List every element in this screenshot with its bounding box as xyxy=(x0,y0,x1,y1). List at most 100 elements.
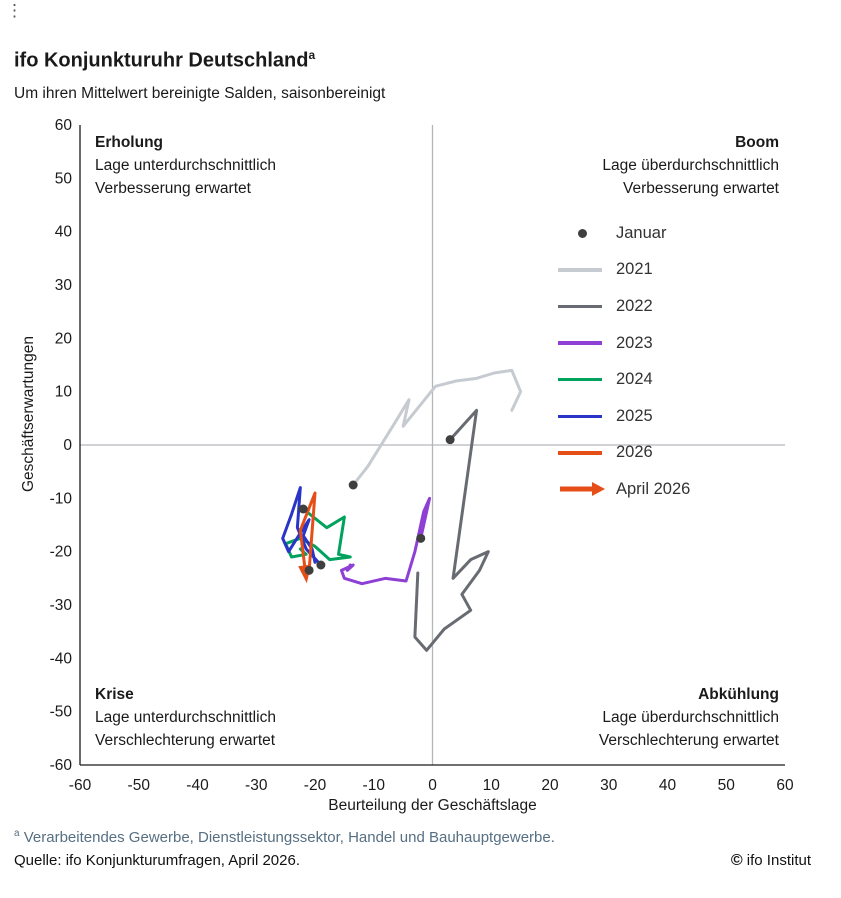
line-glyph xyxy=(558,414,602,419)
legend-label: 2025 xyxy=(616,406,653,425)
y-tick-label: -30 xyxy=(50,597,73,614)
x-tick-label: -40 xyxy=(186,777,209,794)
x-tick-label: -10 xyxy=(363,777,386,794)
legend-label: April 2026 xyxy=(616,479,691,498)
january-marker-2023 xyxy=(416,533,426,543)
january-marker-2022 xyxy=(445,435,455,445)
line-swatch-icon xyxy=(558,414,606,419)
page-subtitle: Um ihren Mittelwert bereinigte Salden, s… xyxy=(14,85,386,102)
footnote-text: Verarbeitendes Gewerbe, Dienstleistungss… xyxy=(19,829,555,846)
quadrant-line2: Verschlechterung erwartet xyxy=(95,732,276,749)
footnote: a Verarbeitendes Gewerbe, Dienstleistung… xyxy=(14,828,555,846)
x-axis-title: Beurteilung der Geschäftslage xyxy=(328,797,537,814)
y-tick-label: -60 xyxy=(50,757,73,774)
quadrant-line1: Lage unterdurchschnittlich xyxy=(95,709,276,726)
series-2024-line xyxy=(284,507,352,562)
legend-label: 2021 xyxy=(616,260,653,279)
x-tick-label: 0 xyxy=(428,777,437,794)
legend-label: 2022 xyxy=(616,296,653,315)
x-tick-label: 30 xyxy=(600,777,618,794)
credit-text: ifo Institut xyxy=(746,852,811,869)
january-marker-2024 xyxy=(298,504,308,514)
january-marker-2025 xyxy=(316,560,326,570)
y-tick-label: 10 xyxy=(55,384,73,401)
series-2026-line xyxy=(298,491,317,580)
y-tick-label: 60 xyxy=(55,117,73,134)
legend-item-2023: 2023 xyxy=(558,325,690,362)
x-tick-label: 60 xyxy=(776,777,794,794)
source-row: Quelle: ifo Konjunkturumfragen, April 20… xyxy=(14,852,811,870)
konjunkturuhr-plot: -60 -50 -40 -30 -20 -10 0 10 20 30 40 50 60 60 50 40 30 2… xyxy=(50,117,794,794)
y-tick-label: 20 xyxy=(55,330,73,347)
quadrant-label-abkuehlung: Abkühlung Lage überdurchschnittlich Vers… xyxy=(599,683,779,752)
x-tick-label: 20 xyxy=(541,777,559,794)
title-footnote-marker: a xyxy=(308,48,316,62)
quadrant-line1: Lage überdurchschnittlich xyxy=(602,709,779,726)
line-glyph xyxy=(558,377,602,382)
y-tick-label: 40 xyxy=(55,224,73,241)
dot-glyph xyxy=(577,228,587,238)
line-swatch-icon xyxy=(558,377,606,382)
legend-item-april-2026: April 2026 xyxy=(558,471,690,508)
line-glyph xyxy=(558,451,602,455)
line-glyph xyxy=(558,268,602,272)
legend-item-2025: 2025 xyxy=(558,398,690,435)
y-tick-label: -20 xyxy=(50,544,73,561)
legend-item-2022: 2022 xyxy=(558,288,690,325)
x-tick-label: -50 xyxy=(128,777,151,794)
quadrant-line2: Verbesserung erwartet xyxy=(95,180,251,197)
quadrant-label-boom: Boom Lage überdurchschnittlich Verbesser… xyxy=(602,131,779,200)
legend-label: 2023 xyxy=(616,333,653,352)
y-tick-label: -40 xyxy=(50,650,73,667)
x-tick-label: -20 xyxy=(304,777,327,794)
line-swatch-icon xyxy=(558,341,606,345)
january-marker-2026 xyxy=(304,565,314,575)
source-text: Quelle: ifo Konjunkturumfragen, April 20… xyxy=(14,852,301,869)
series-2021-line xyxy=(351,368,523,487)
quadrant-line2: Verschlechterung erwartet xyxy=(598,732,779,749)
arrow-glyph xyxy=(560,482,605,497)
x-tick-label: -30 xyxy=(245,777,268,794)
page-title-text: ifo Konjunkturuhr Deutschland xyxy=(14,49,309,72)
y-tick-label: -10 xyxy=(50,490,73,507)
quadrant-name: Krise xyxy=(95,686,134,703)
quadrant-label-erholung: Erholung Lage unterdurchschnittlich Verb… xyxy=(95,131,276,200)
line-glyph xyxy=(558,341,602,345)
quadrant-name: Abkühlung xyxy=(698,686,779,703)
copyright-icon: © xyxy=(730,852,743,869)
legend-item-2026: 2026 xyxy=(558,435,690,472)
quadrant-line1: Lage überdurchschnittlich xyxy=(602,157,779,174)
credit: © ifo Institut xyxy=(731,852,811,870)
legend-item-2021: 2021 xyxy=(558,252,690,289)
series-2025-line xyxy=(281,486,323,567)
x-tick-label: -60 xyxy=(69,777,92,794)
april-arrow-icon xyxy=(558,480,606,498)
chart-legend: Januar 2021 2022 2023 2024 2025 2026 April 2026 xyxy=(558,215,690,508)
footnote-marker: a xyxy=(14,828,20,839)
january-dot-icon xyxy=(558,228,606,238)
quadrant-name: Boom xyxy=(735,134,779,151)
line-swatch-icon xyxy=(558,304,606,309)
x-tick-label: 40 xyxy=(659,777,677,794)
quadrant-label-krise: Krise Lage unterdurchschnittlich Verschl… xyxy=(95,683,276,752)
legend-item-2024: 2024 xyxy=(558,361,690,398)
y-tick-label: 0 xyxy=(63,437,72,454)
y-tick-label: 50 xyxy=(55,170,73,187)
legend-label: 2024 xyxy=(616,370,653,389)
overflow-menu-icon[interactable]: ⋮ xyxy=(6,1,23,20)
quadrant-line2: Verbesserung erwartet xyxy=(623,180,779,197)
line-swatch-icon xyxy=(558,451,606,455)
y-axis-title: Geschäftserwartungen xyxy=(20,336,37,492)
y-tick-label: 30 xyxy=(55,277,73,294)
legend-item-januar: Januar xyxy=(558,215,690,252)
legend-label: 2026 xyxy=(616,443,653,462)
line-glyph xyxy=(558,304,602,309)
series-2023-line xyxy=(339,496,432,586)
x-tick-label: 10 xyxy=(483,777,501,794)
series-2022-line xyxy=(413,408,490,652)
legend-label: Januar xyxy=(616,223,667,242)
y-tick-label: -50 xyxy=(50,704,73,721)
line-swatch-icon xyxy=(558,268,606,272)
x-tick-label: 50 xyxy=(718,777,736,794)
